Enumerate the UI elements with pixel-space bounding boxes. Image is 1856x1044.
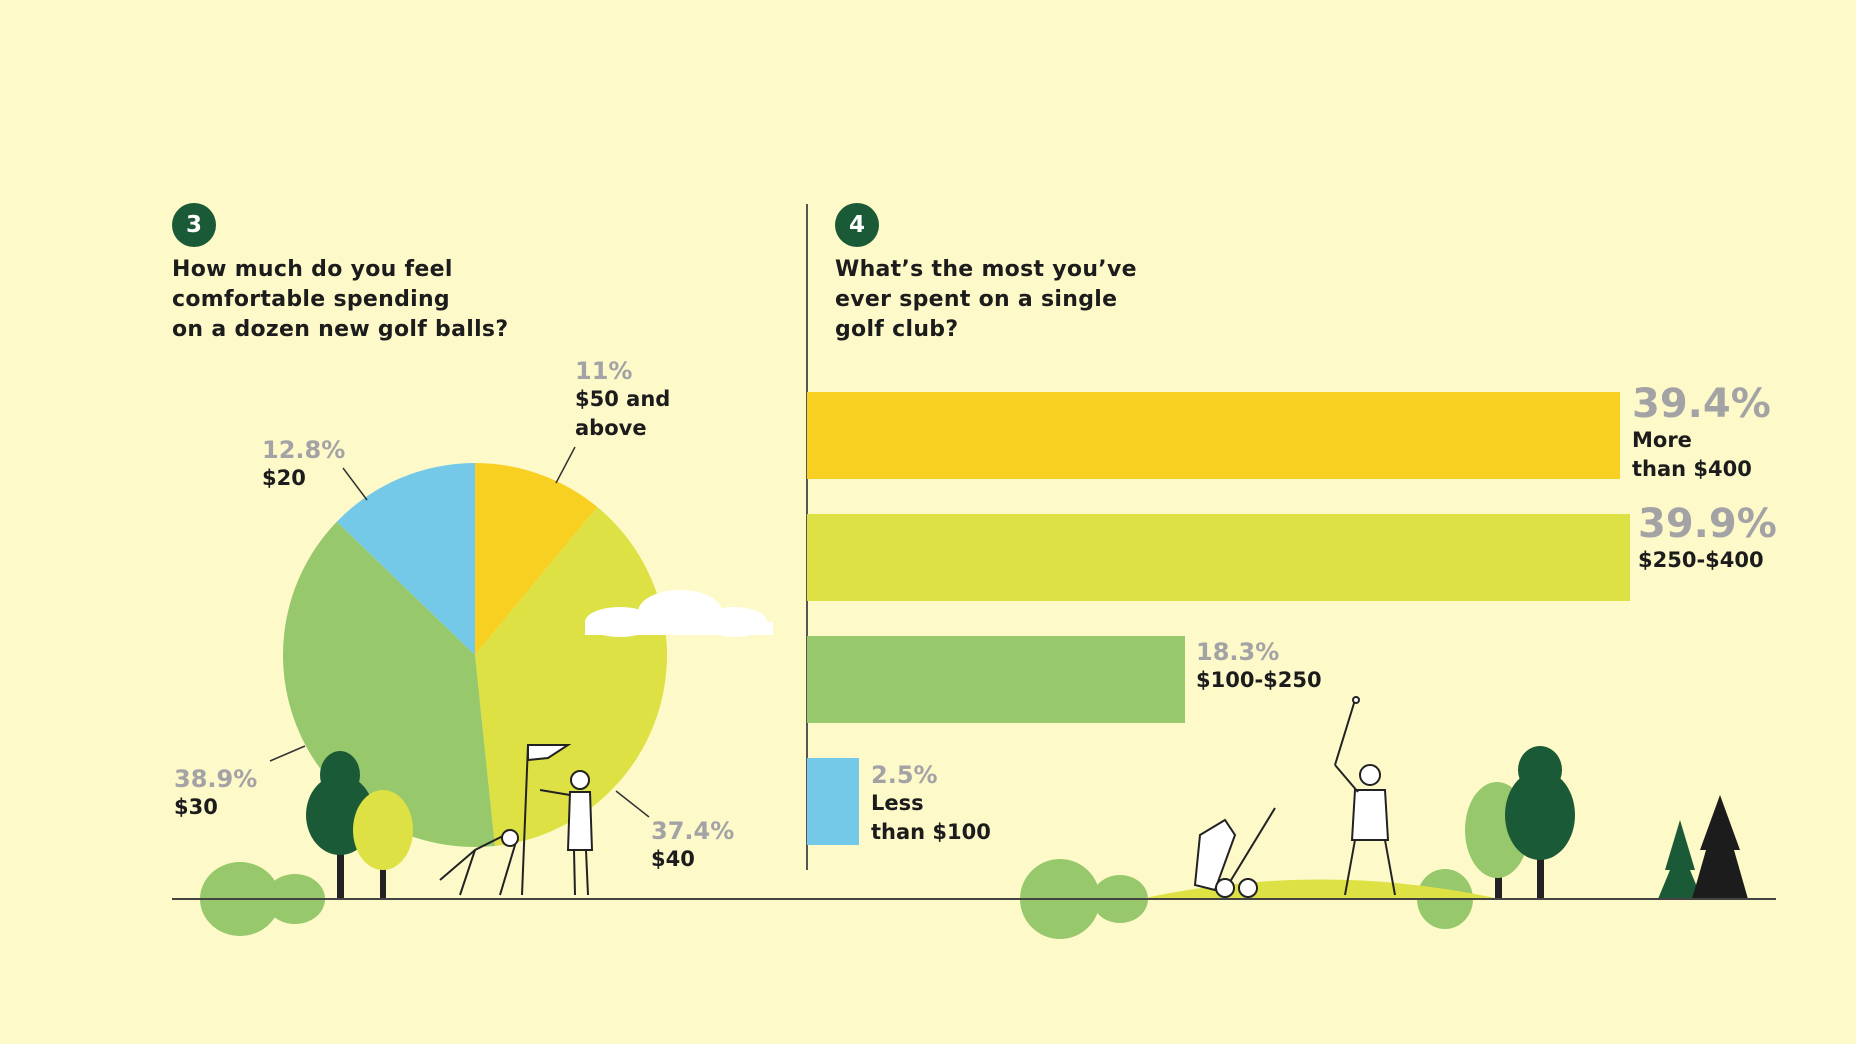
pie-slice-20 bbox=[336, 463, 475, 655]
pine-tree-icon bbox=[1658, 795, 1748, 899]
bar-250-400 bbox=[807, 514, 1631, 601]
bar-category: Less bbox=[871, 791, 924, 815]
bar-category: $100-$250 bbox=[1196, 668, 1322, 692]
slice-label-30: 38.9% $30 bbox=[174, 765, 257, 822]
bar-value: 39.4% bbox=[1632, 381, 1771, 427]
golfer-putting-icon bbox=[439, 829, 519, 896]
title-line: comfortable spending bbox=[172, 287, 450, 312]
title-line: golf club? bbox=[835, 317, 959, 342]
bar-100-250 bbox=[807, 636, 1185, 723]
leader-line-30 bbox=[269, 745, 306, 762]
slice-label-20: 12.8% $20 bbox=[262, 436, 345, 493]
title-line: on a dozen new golf balls? bbox=[172, 317, 509, 342]
cloud-icon bbox=[585, 590, 773, 637]
pie-slice-50-and-above bbox=[475, 463, 598, 655]
question-number-badge: 4 bbox=[835, 203, 879, 247]
slice-value: 11% bbox=[575, 357, 633, 385]
bar-label-more-than-400: 39.4% More than $400 bbox=[1632, 382, 1771, 484]
bar-category: than $100 bbox=[871, 820, 991, 844]
bar-value: 18.3% bbox=[1196, 638, 1280, 666]
golfer-swinging-icon bbox=[1334, 696, 1396, 896]
bar-value: 2.5% bbox=[871, 761, 938, 789]
bar-value: 39.9% bbox=[1638, 501, 1777, 547]
leader-line-40 bbox=[615, 790, 650, 818]
bar-category: More bbox=[1632, 428, 1692, 452]
title-line: What’s the most you’ve bbox=[835, 257, 1137, 282]
question-number-badge: 3 bbox=[172, 203, 216, 247]
chart-title: How much do you feel comfortable spendin… bbox=[172, 255, 508, 345]
slice-value: 12.8% bbox=[262, 436, 346, 464]
title-line: How much do you feel bbox=[172, 257, 453, 282]
leader-line-20 bbox=[342, 467, 368, 501]
slice-category: above bbox=[575, 416, 647, 440]
slice-category: $40 bbox=[651, 847, 695, 871]
title-line: ever spent on a single bbox=[835, 287, 1118, 312]
bar-category: $250-$400 bbox=[1638, 548, 1764, 572]
golf-bag-cart-icon bbox=[1193, 807, 1276, 898]
bar-label-250-400: 39.9% $250-$400 bbox=[1638, 502, 1777, 575]
tree-icon bbox=[306, 746, 1575, 900]
golfer-standing-icon bbox=[539, 770, 594, 896]
bush-icon bbox=[200, 859, 1473, 939]
bar-less-than-100 bbox=[807, 758, 859, 845]
bar-label-100-250: 18.3% $100-$250 bbox=[1196, 638, 1322, 695]
bar-label-less-than-100: 2.5% Less than $100 bbox=[871, 761, 991, 847]
leader-line-50-above bbox=[555, 446, 576, 484]
slice-value: 37.4% bbox=[651, 817, 735, 845]
chart-title: What’s the most you’ve ever spent on a s… bbox=[835, 255, 1137, 345]
slice-value: 38.9% bbox=[174, 765, 258, 793]
slice-category: $20 bbox=[262, 466, 306, 490]
slice-label-50-above: 11% $50 and above bbox=[575, 357, 670, 443]
slice-label-40: 37.4% $40 bbox=[651, 817, 734, 874]
slice-category: $30 bbox=[174, 795, 218, 819]
pie-chart bbox=[282, 463, 668, 848]
slice-category: $50 and bbox=[575, 387, 671, 411]
pie-slice-40 bbox=[475, 506, 668, 846]
bar-more-than-400 bbox=[807, 392, 1620, 479]
bar-category: than $400 bbox=[1632, 457, 1752, 481]
flag-icon bbox=[521, 744, 572, 896]
